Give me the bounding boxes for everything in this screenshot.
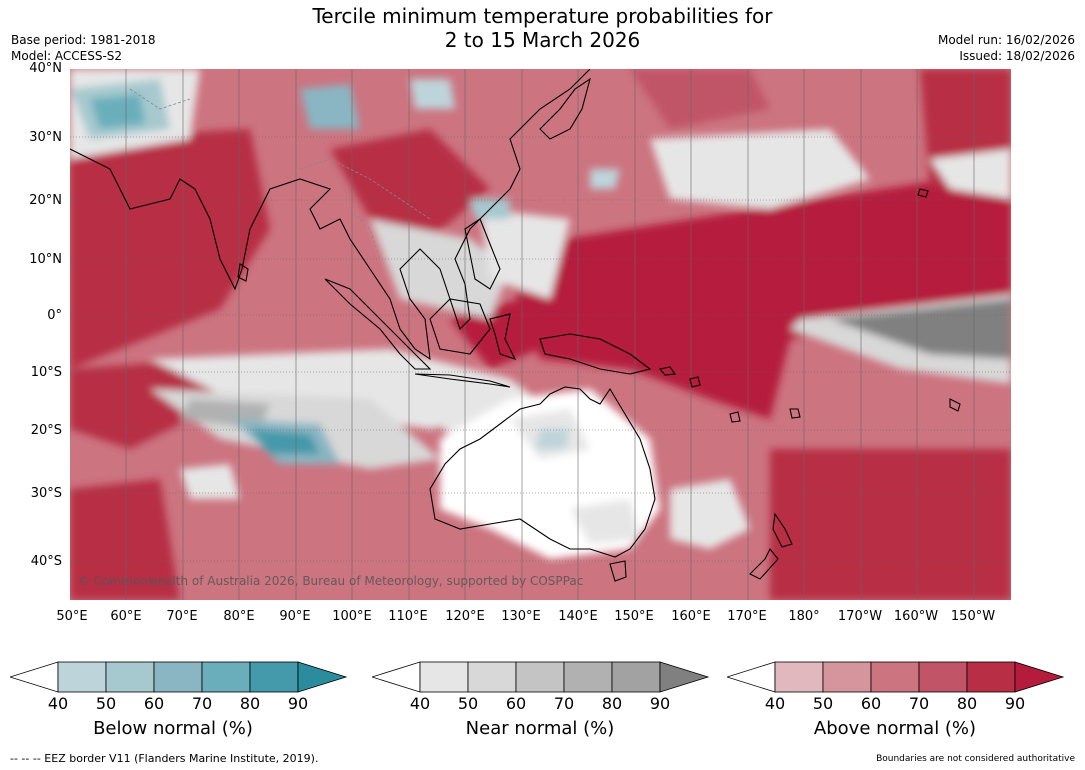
issued-date: Issued: 18/02/2026 <box>959 49 1075 63</box>
above-tick-50: 50 <box>812 694 834 713</box>
near-tick-60: 60 <box>505 694 527 713</box>
eez-border-note: -- -- -- EEZ border V11 (Flanders Marine… <box>10 752 319 765</box>
lon-label-150w: 150°W <box>950 609 996 624</box>
lat-label-10s: 10°S <box>30 365 62 380</box>
near-tick-70: 70 <box>553 694 575 713</box>
near-tick-80: 80 <box>601 694 623 713</box>
probability-map <box>70 69 1011 600</box>
lon-label-170w: 170°W <box>837 609 883 624</box>
model-run: Model run: 16/02/2026 <box>937 33 1075 47</box>
graticule <box>70 136 1011 562</box>
below-normal-label: Below normal (%) <box>93 718 253 739</box>
below-tick-40: 40 <box>47 694 69 713</box>
map-canvas[interactable] <box>70 69 1011 600</box>
lat-label-20n: 20°N <box>29 193 62 208</box>
coastlines <box>70 69 961 582</box>
above-tick-80: 80 <box>956 694 978 713</box>
lat-label-40n: 40°N <box>29 61 62 76</box>
probability-patches <box>70 69 1011 600</box>
colorbar-above-normal <box>725 661 1067 697</box>
above-tick-70: 70 <box>908 694 930 713</box>
lon-label-100e: 100°E <box>332 609 372 624</box>
map-title: Tercile minimum temperature probabilitie… <box>0 4 1085 52</box>
lat-label-20s: 20°S <box>30 423 62 438</box>
lat-label-10n: 10°N <box>29 252 62 267</box>
lon-label-140e: 140°E <box>558 609 598 624</box>
colorbar-below-normal <box>8 661 350 697</box>
lon-label-80e: 80°E <box>223 609 255 624</box>
copyright-notice: © Commonwealth of Australia 2026, Bureau… <box>78 574 584 588</box>
title-line-1: Tercile minimum temperature probabilitie… <box>312 4 773 28</box>
lat-label-40s: 40°S <box>30 554 62 569</box>
lat-label-0: 0° <box>47 308 62 323</box>
lat-label-30n: 30°N <box>29 130 62 145</box>
lon-label-90e: 90°E <box>279 609 311 624</box>
meta-right: Model run: 16/02/2026 Issued: 18/02/2026 <box>938 32 1075 64</box>
above-tick-40: 40 <box>764 694 786 713</box>
near-tick-40: 40 <box>409 694 431 713</box>
base-period: Base period: 1981-2018 <box>11 33 156 47</box>
lon-label-50e: 50°E <box>56 609 88 624</box>
lon-label-150e: 150°E <box>614 609 654 624</box>
lat-label-30s: 30°S <box>30 486 62 501</box>
lon-label-170e: 170°E <box>727 609 767 624</box>
near-tick-50: 50 <box>457 694 479 713</box>
title-line-2: 2 to 15 March 2026 <box>444 28 641 52</box>
near-normal-label: Near normal (%) <box>465 718 615 739</box>
colorbar-near-normal <box>370 661 712 697</box>
meta-left: Base period: 1981-2018 Model: ACCESS-S2 <box>11 32 156 64</box>
near-tick-90: 90 <box>649 694 671 713</box>
above-tick-90: 90 <box>1004 694 1026 713</box>
lon-label-60e: 60°E <box>110 609 142 624</box>
model-name: Model: ACCESS-S2 <box>11 49 123 63</box>
boundaries-disclaimer: Boundaries are not considered authoritat… <box>876 754 1075 764</box>
above-normal-label: Above normal (%) <box>813 718 977 739</box>
below-tick-70: 70 <box>191 694 213 713</box>
below-tick-60: 60 <box>143 694 165 713</box>
eez-borders <box>129 88 431 260</box>
above-tick-60: 60 <box>860 694 882 713</box>
lon-label-160e: 160°E <box>671 609 711 624</box>
below-tick-90: 90 <box>287 694 309 713</box>
lon-label-130e: 130°E <box>501 609 541 624</box>
below-tick-50: 50 <box>95 694 117 713</box>
lon-label-70e: 70°E <box>166 609 198 624</box>
lon-label-110e: 110°E <box>388 609 428 624</box>
lon-label-180: 180° <box>788 609 820 624</box>
lon-label-120e: 120°E <box>445 609 485 624</box>
lon-label-160w: 160°W <box>893 609 939 624</box>
below-tick-80: 80 <box>239 694 261 713</box>
meridians <box>125 69 975 600</box>
